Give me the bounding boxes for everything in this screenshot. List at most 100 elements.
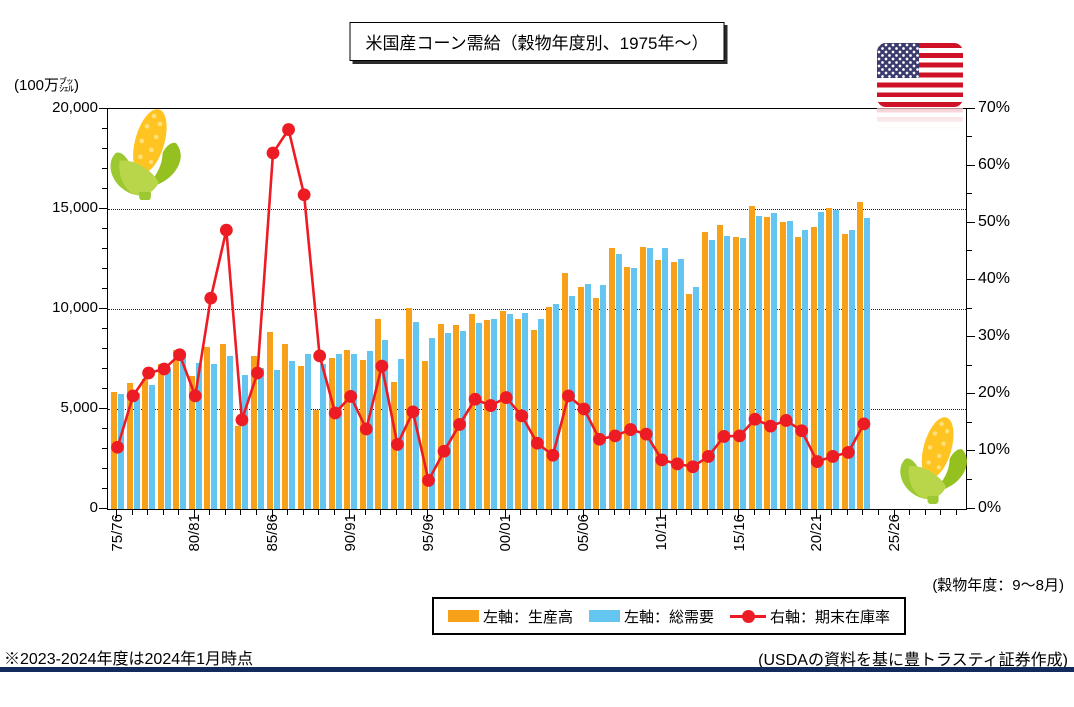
stock-ratio-point (717, 430, 731, 443)
axis-tick (427, 510, 428, 518)
bar-demand (273, 369, 280, 509)
axis-tick (660, 510, 662, 518)
y-axis-label-left: 20,000 (52, 99, 98, 116)
stock-ratio-point (515, 409, 529, 423)
stock-ratio-point (453, 418, 466, 431)
stock-ratio-point (562, 389, 575, 403)
bar-demand (771, 213, 778, 509)
source-note: (USDAの資料を基に豊トラスティ証券作成) (758, 652, 1068, 669)
y-axis-label-right: 20% (978, 384, 1011, 402)
axis-tick (644, 510, 646, 515)
demand-swatch (588, 610, 620, 622)
axis-tick (102, 467, 107, 469)
x-axis-label: 15/16 (730, 514, 748, 552)
bar-production (157, 363, 164, 509)
stock-ratio-point (359, 422, 373, 436)
bar-demand (226, 356, 233, 509)
bar-demand (242, 375, 249, 509)
bar-production (670, 261, 677, 509)
bar-production (328, 358, 335, 509)
stock-ratio-point (826, 450, 840, 463)
gridline (108, 409, 966, 410)
axis-tick (613, 510, 615, 515)
bar-production (266, 331, 273, 509)
axis-tick (395, 510, 397, 515)
axis-tick (582, 510, 584, 518)
stock-ratio-point (608, 429, 622, 443)
bar-production (577, 286, 584, 509)
stock-ratio-point (841, 446, 855, 459)
bar-demand (833, 210, 840, 509)
axis-tick (116, 510, 117, 518)
bar-demand (584, 283, 591, 509)
axis-tick (967, 164, 975, 166)
bar-demand (864, 217, 871, 509)
bar-demand (646, 247, 653, 509)
bar-demand (444, 333, 451, 509)
y-axis-label-left: 10,000 (52, 299, 98, 316)
axis-tick (967, 421, 972, 423)
axis-tick (102, 287, 107, 289)
axis-tick (940, 510, 942, 515)
axis-tick (877, 510, 879, 515)
axis-tick (162, 510, 164, 515)
axis-tick (800, 510, 802, 515)
stock-ratio-point (235, 413, 249, 427)
axis-tick (473, 510, 475, 515)
axis-tick (209, 510, 211, 515)
axis-tick (955, 510, 957, 515)
stock-ratio-point (686, 460, 700, 474)
stock-ratio-point (437, 444, 451, 458)
stock-ratio-point (624, 423, 638, 436)
plot-area (107, 108, 967, 510)
axis-tick (193, 510, 195, 518)
bottom-divider (0, 667, 1074, 672)
bar-demand (662, 247, 669, 509)
bar-demand (429, 338, 435, 509)
stock-ratio-point (499, 391, 513, 404)
stock-ratio-point (313, 349, 327, 363)
axis-tick (458, 510, 460, 515)
axis-tick (831, 510, 833, 515)
x-axis-label: 00/01 (497, 514, 515, 552)
bar-production (375, 319, 382, 509)
stock-ratio-point (204, 291, 218, 305)
stock-ratio-point (251, 366, 264, 380)
bar-production (173, 350, 180, 509)
us-flag-reflection (877, 108, 963, 132)
bar-production (468, 313, 475, 509)
axis-tick (598, 510, 600, 515)
axis-tick (862, 510, 864, 515)
bar-demand (397, 358, 404, 509)
bar-demand (553, 304, 560, 509)
axis-tick (967, 507, 975, 509)
axis-tick (967, 364, 972, 366)
bar-production (795, 236, 802, 509)
bar-demand (320, 363, 327, 509)
axis-tick (675, 510, 677, 515)
x-axis-label: 90/91 (341, 514, 359, 552)
axis-tick (551, 510, 553, 515)
bar-production (686, 293, 693, 509)
stock-ratio-point (126, 389, 140, 403)
axis-tick (769, 510, 771, 515)
stock-ratio-point (468, 392, 482, 406)
axis-tick (706, 510, 708, 515)
axis-tick (566, 510, 568, 515)
axis-tick (147, 510, 149, 515)
stock-ratio-point (142, 366, 155, 380)
y-axis-label-left: 15,000 (52, 199, 98, 216)
axis-tick (99, 107, 107, 109)
production-swatch (447, 610, 479, 622)
legend: 左軸：生産高 左軸：総需要 右軸：期末在庫率 (432, 597, 906, 635)
stock-ratio-point (328, 406, 342, 420)
bar-production (655, 260, 662, 509)
axis-tick (967, 136, 972, 138)
axis-tick (967, 250, 972, 252)
bar-demand (708, 239, 715, 509)
bar-demand (180, 357, 187, 509)
stock-ratio-point (111, 440, 124, 454)
bar-production (701, 232, 708, 509)
bar-demand (724, 235, 731, 509)
